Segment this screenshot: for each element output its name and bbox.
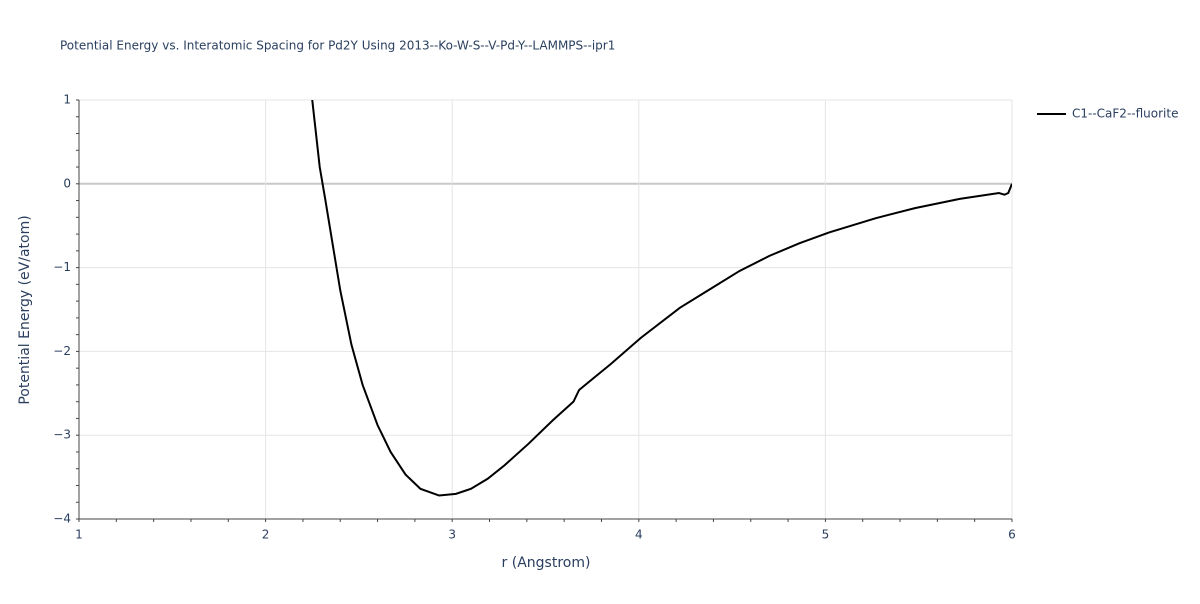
y-tick-label: −3 bbox=[53, 428, 71, 442]
legend-label: C1--CaF2--fluorite bbox=[1072, 107, 1178, 121]
x-tick-label: 4 bbox=[635, 528, 643, 542]
chart-title: Potential Energy vs. Interatomic Spacing… bbox=[60, 39, 615, 53]
x-tick-label: 2 bbox=[262, 528, 270, 542]
line bbox=[311, 100, 1012, 497]
x-axis-label: r (Angstrom) bbox=[502, 555, 591, 571]
y-axis-label: Potential Energy (eV/atom) bbox=[17, 215, 33, 404]
x-tick-label: 6 bbox=[1008, 528, 1016, 542]
x-tick-label: 5 bbox=[822, 528, 830, 542]
x-tick-label: 3 bbox=[448, 528, 456, 542]
y-tick-label: 0 bbox=[63, 176, 71, 190]
y-tick-label: −2 bbox=[53, 344, 71, 358]
y-tick-label: −1 bbox=[53, 260, 71, 274]
x-tick-label: 1 bbox=[75, 528, 83, 542]
y-tick-label: 1 bbox=[63, 93, 71, 107]
y-tick-label: −4 bbox=[53, 512, 71, 526]
